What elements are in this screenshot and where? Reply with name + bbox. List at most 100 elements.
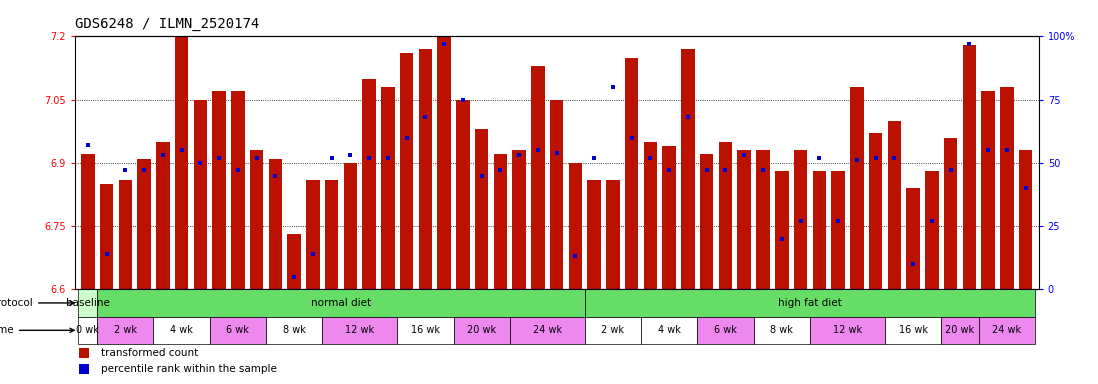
Bar — [288, 235, 301, 289]
Point — [511, 152, 528, 158]
Bar — [941, 36, 960, 289]
Text: 6 wk: 6 wk — [714, 325, 737, 335]
Bar — [119, 180, 132, 289]
Bar — [172, 36, 191, 289]
Bar — [963, 45, 976, 289]
Bar — [623, 36, 641, 289]
Bar — [604, 36, 623, 289]
Bar — [925, 171, 939, 289]
Bar — [250, 150, 264, 289]
Text: 16 wk: 16 wk — [898, 325, 928, 335]
Bar — [175, 36, 189, 289]
Bar — [193, 100, 208, 289]
Bar — [472, 36, 491, 289]
Bar — [156, 142, 169, 289]
Point — [248, 155, 266, 161]
Point — [905, 261, 922, 267]
Bar — [643, 142, 658, 289]
Bar — [585, 289, 1035, 317]
Bar — [381, 87, 394, 289]
Bar — [738, 150, 751, 289]
Point — [961, 41, 978, 47]
Bar — [641, 317, 697, 344]
Point — [604, 84, 621, 90]
Bar — [97, 317, 154, 344]
Bar — [547, 36, 567, 289]
Point — [773, 236, 791, 242]
Point — [455, 97, 472, 103]
Text: 0 wk: 0 wk — [77, 325, 99, 335]
Bar — [848, 36, 866, 289]
Point — [98, 251, 115, 257]
Point — [172, 147, 190, 153]
Point — [754, 167, 772, 174]
Point — [229, 167, 247, 174]
Point — [885, 155, 903, 161]
Bar — [397, 36, 416, 289]
Point — [341, 152, 359, 158]
Bar — [772, 36, 792, 289]
Point — [473, 172, 491, 179]
Bar — [79, 364, 89, 374]
Text: 2 wk: 2 wk — [114, 325, 137, 335]
Text: transformed count: transformed count — [101, 348, 198, 358]
Bar — [509, 317, 585, 344]
Point — [567, 253, 584, 260]
Bar — [303, 36, 322, 289]
Bar — [100, 184, 113, 289]
Bar — [922, 36, 941, 289]
Text: 20 wk: 20 wk — [945, 325, 975, 335]
Point — [116, 167, 134, 174]
Text: 20 wk: 20 wk — [467, 325, 496, 335]
Bar — [269, 159, 282, 289]
Bar — [78, 289, 97, 317]
Bar — [509, 36, 528, 289]
Bar — [697, 36, 716, 289]
Bar — [437, 36, 451, 289]
Point — [379, 155, 396, 161]
Bar — [753, 36, 772, 289]
Bar — [231, 91, 245, 289]
Text: 12 wk: 12 wk — [833, 325, 862, 335]
Point — [829, 218, 847, 224]
Bar — [325, 180, 338, 289]
Bar — [491, 36, 509, 289]
Bar — [137, 159, 150, 289]
Bar — [792, 36, 810, 289]
Bar — [360, 36, 379, 289]
Bar — [528, 36, 547, 289]
Text: 6 wk: 6 wk — [226, 325, 249, 335]
Point — [397, 134, 415, 141]
Bar — [116, 36, 135, 289]
Bar — [266, 36, 284, 289]
Bar — [435, 36, 453, 289]
Text: normal diet: normal diet — [311, 298, 371, 308]
Bar — [191, 36, 210, 289]
Point — [585, 155, 603, 161]
Bar — [453, 317, 509, 344]
Bar — [513, 150, 526, 289]
Point — [660, 167, 677, 174]
Text: 4 wk: 4 wk — [170, 325, 193, 335]
Bar — [379, 36, 397, 289]
Bar — [810, 36, 829, 289]
Point — [267, 172, 284, 179]
Bar — [97, 36, 116, 289]
Bar — [475, 129, 489, 289]
Bar — [456, 100, 470, 289]
Bar — [453, 36, 472, 289]
Bar — [400, 53, 413, 289]
Bar — [662, 146, 676, 289]
Bar — [228, 36, 247, 289]
Bar — [681, 49, 695, 289]
Bar — [660, 36, 679, 289]
Point — [135, 167, 153, 174]
Text: baseline: baseline — [66, 298, 110, 308]
Text: 8 wk: 8 wk — [771, 325, 793, 335]
Point — [211, 155, 228, 161]
Bar — [154, 317, 210, 344]
Bar — [97, 289, 585, 317]
Text: 24 wk: 24 wk — [533, 325, 562, 335]
Point — [942, 167, 960, 174]
Bar — [735, 36, 753, 289]
